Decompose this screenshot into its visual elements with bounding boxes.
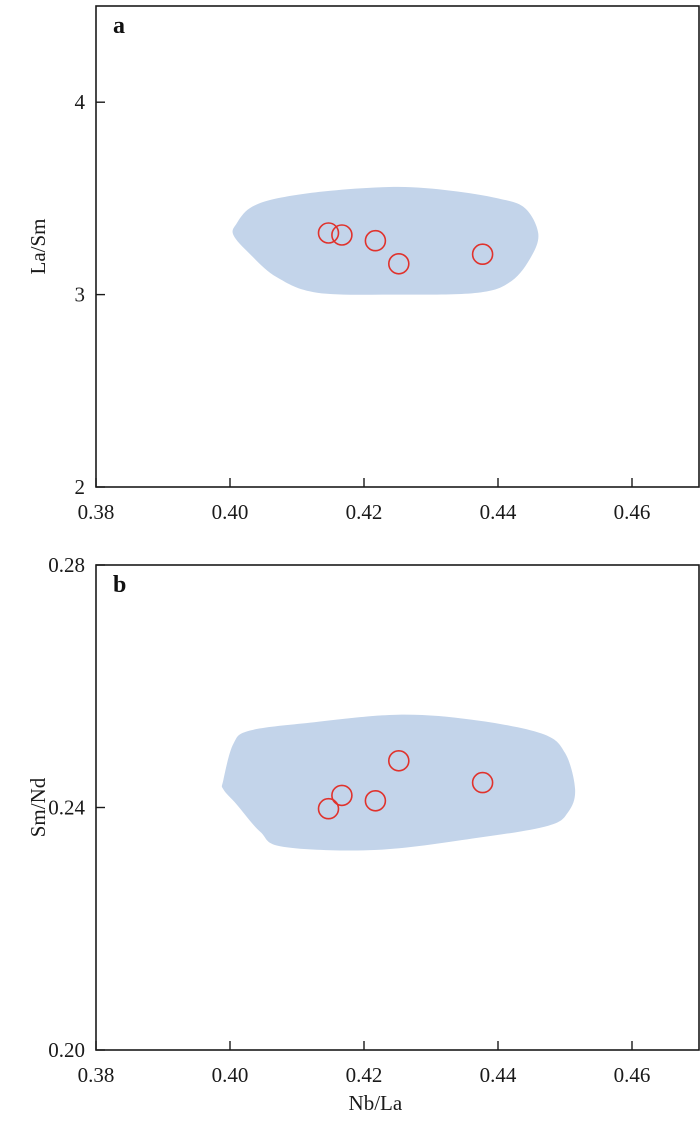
y-tick-label: 3: [75, 283, 86, 307]
sample-field-area: [221, 714, 576, 851]
y-axis-label: Sm/Nd: [26, 777, 50, 837]
panel-b: 0.38 0.40 0.42 0.44 0.46 0.20 0.24 0.28 b Sm/Nd…: [26, 553, 700, 1115]
data-point: [364, 789, 387, 812]
x-tick-label: 0.46: [614, 1063, 651, 1087]
data-point: [331, 784, 353, 807]
y-axis-label: La/Sm: [26, 219, 50, 275]
y-tick-label: 0.24: [48, 796, 85, 820]
data-point: [387, 252, 410, 275]
data-point: [471, 243, 494, 265]
data-point: [331, 224, 353, 246]
data-point: [387, 749, 410, 772]
y-tick-label: 0.20: [48, 1038, 85, 1062]
y-tick-label: 0.28: [48, 553, 85, 577]
x-tick-label: 0.44: [480, 500, 517, 524]
data-point: [317, 797, 340, 820]
data-point: [317, 222, 340, 244]
x-tick-label: 0.38: [78, 500, 115, 524]
plot-frame: [95, 5, 700, 488]
data-point: [471, 771, 494, 794]
x-tick-label: 0.42: [346, 1063, 383, 1087]
y-tick-label: 2: [75, 475, 86, 499]
x-tick-label: 0.40: [212, 500, 249, 524]
x-tick-label: 0.46: [614, 500, 651, 524]
x-tick-label: 0.40: [212, 1063, 249, 1087]
panel-label: a: [113, 13, 125, 39]
data-point: [364, 229, 387, 252]
x-axis-label: Nb/La: [349, 1091, 403, 1115]
y-tick-label: 4: [75, 90, 86, 114]
x-tick-label: 0.42: [346, 500, 383, 524]
x-tick-label: 0.38: [78, 1063, 115, 1087]
x-tick-label: 0.44: [480, 1063, 517, 1087]
panel-a: 0.38 0.40 0.42 0.44 0.46 2 3 4 a La/Sm: [26, 5, 700, 524]
panel-label: b: [113, 572, 126, 598]
